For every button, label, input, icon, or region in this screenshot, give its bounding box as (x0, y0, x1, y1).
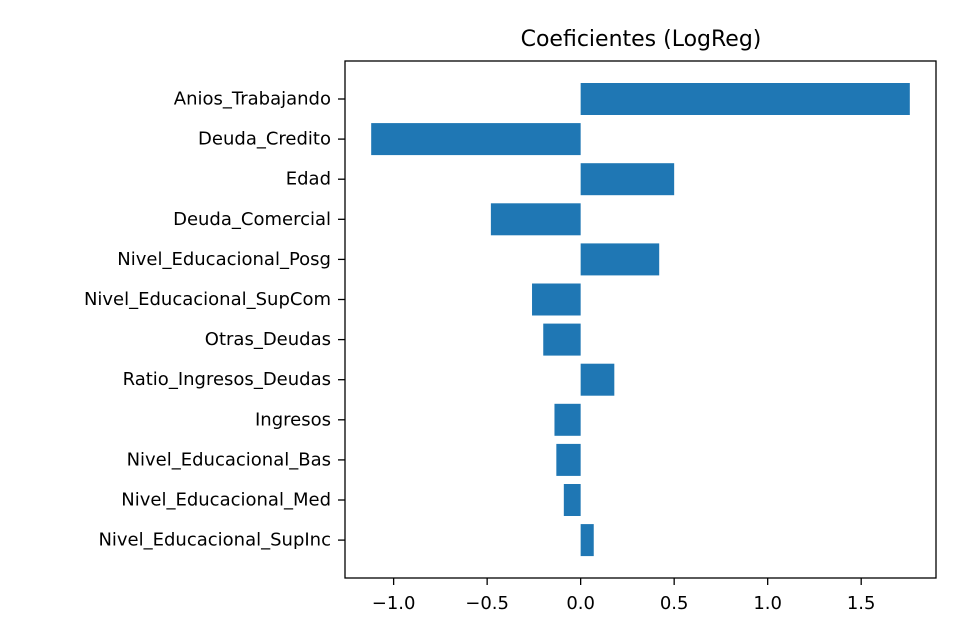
bar-Otras_Deudas (543, 323, 581, 356)
y-tick-label: Deuda_Credito (198, 129, 331, 150)
y-axis-ticks: Anios_Trabajando Deuda_Credito Edad Deuda_C… (84, 89, 345, 551)
chart-title: Coeficientes (LogReg) (521, 27, 762, 52)
y-tick-label: Otras_Deudas (205, 329, 331, 350)
y-tick-label: Nivel_Educacional_SupCom (84, 289, 331, 310)
bar-Deuda_Comercial (490, 203, 581, 236)
x-tick-label: −1.0 (372, 593, 416, 614)
plot-frame (344, 60, 937, 579)
bar-Deuda_Credito (371, 123, 581, 156)
bar-Ratio_Ingresos_Deudas (580, 363, 615, 396)
x-tick-label: 1.0 (753, 593, 782, 614)
y-tick-label: Ratio_Ingresos_Deudas (123, 369, 331, 390)
y-tick-label: Nivel_Educacional_SupInc (98, 530, 331, 551)
x-tick-label: 0.5 (660, 593, 689, 614)
x-tick-label: 1.5 (847, 593, 876, 614)
bars-group (371, 83, 910, 557)
y-tick-label: Nivel_Educacional_Med (121, 490, 331, 511)
bar-Anios_Trabajando (580, 83, 910, 115)
bar-Edad (580, 163, 675, 196)
bar-Nivel_Educacional_SupInc (580, 524, 594, 557)
bar-Nivel_Educacional_Posg (580, 243, 660, 276)
bar-Nivel_Educacional_Bas (556, 443, 581, 476)
x-tick-label: −0.5 (465, 593, 509, 614)
y-tick-label: Ingresos (255, 409, 331, 430)
bar-Nivel_Educacional_SupCom (532, 283, 581, 316)
bar-Nivel_Educacional_Med (563, 484, 581, 516)
bar-Ingresos (554, 403, 581, 436)
y-tick-label: Nivel_Educacional_Posg (117, 249, 331, 270)
y-tick-label: Deuda_Comercial (173, 209, 331, 230)
x-tick-label: 0.0 (566, 593, 595, 614)
y-tick-label: Nivel_Educacional_Bas (127, 449, 331, 470)
y-tick-label: Anios_Trabajando (174, 89, 331, 110)
x-axis-ticks: −1.0 −0.5 0.0 0.5 1.0 1.5 (372, 578, 876, 614)
y-tick-label: Edad (286, 169, 331, 190)
